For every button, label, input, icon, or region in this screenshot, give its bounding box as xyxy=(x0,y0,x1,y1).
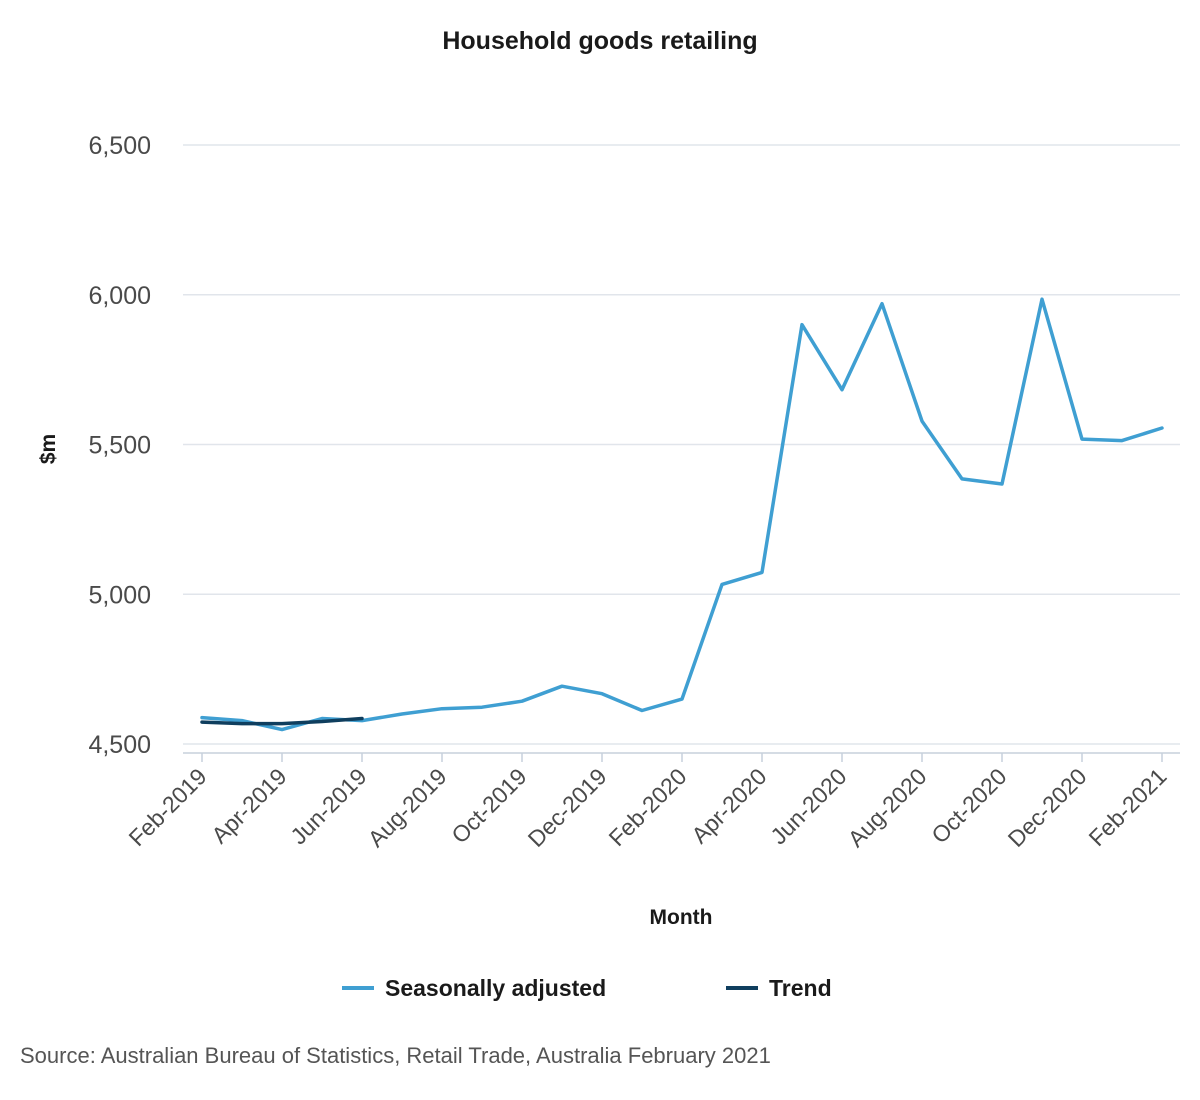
y-tick-label: 5,000 xyxy=(88,581,151,609)
x-tick-label: Dec-2019 xyxy=(523,763,612,852)
x-tick-label: Jun-2019 xyxy=(285,763,371,849)
x-tick-label: Oct-2020 xyxy=(926,763,1011,848)
series-line-trend xyxy=(200,716,364,726)
gridlines xyxy=(183,144,1180,745)
x-tick-label: Dec-2020 xyxy=(1003,763,1092,852)
x-tick-label: Jun-2020 xyxy=(765,763,851,849)
x-tick-label: Feb-2019 xyxy=(124,763,212,851)
x-tick-label: Oct-2019 xyxy=(446,763,531,848)
x-tick-label: Apr-2020 xyxy=(686,763,771,848)
x-axis-label: Month xyxy=(650,906,713,929)
y-axis-label: $m xyxy=(37,434,60,464)
y-tick-label: 6,000 xyxy=(88,282,151,310)
y-axis-ticks: 4,500 5,000 5,500 6,000 6,500 xyxy=(88,132,151,759)
legend-label-seasonally-adjusted: Seasonally adjusted xyxy=(385,975,606,1001)
x-tick-label: Aug-2020 xyxy=(843,763,932,852)
source-note: Source: Australian Bureau of Statistics,… xyxy=(20,1043,771,1068)
series-line-seasonally-adjusted xyxy=(200,297,1164,732)
series-lines xyxy=(200,297,1164,732)
legend: Seasonally adjusted Trend xyxy=(342,975,832,1001)
y-tick-label: 4,500 xyxy=(88,731,151,759)
x-axis-ticks: Feb-2019Apr-2019Jun-2019Aug-2019Oct-2019… xyxy=(124,753,1172,852)
x-tick-label: Aug-2019 xyxy=(363,763,452,852)
x-tick-label: Apr-2019 xyxy=(206,763,291,848)
y-tick-label: 6,500 xyxy=(88,132,151,160)
chart-title: Household goods retailing xyxy=(442,27,757,55)
x-tick-label: Feb-2021 xyxy=(1084,763,1172,851)
x-tick-label: Feb-2020 xyxy=(604,763,692,851)
legend-label-trend: Trend xyxy=(769,975,832,1001)
y-tick-label: 5,500 xyxy=(88,432,151,460)
